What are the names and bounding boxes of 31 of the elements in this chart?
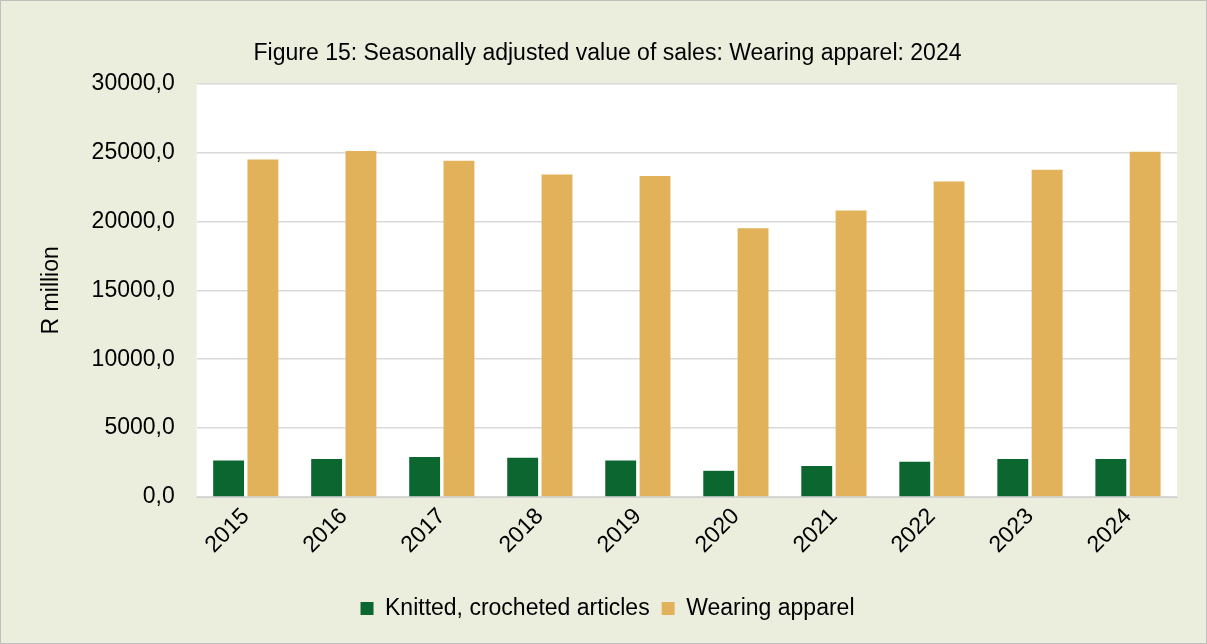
chart-title: Figure 15: Seasonally adjusted value of sales: Wearing apparel: 2024 [253, 39, 962, 66]
bar [507, 457, 539, 497]
bar [409, 457, 441, 497]
y-tick-label: 5000,0 [104, 413, 175, 440]
y-tick-label: 10000,0 [91, 344, 175, 371]
y-tick-label: 30000,0 [91, 68, 175, 95]
y-tick-label: 15000,0 [91, 275, 175, 302]
bar [933, 181, 965, 497]
bar [1031, 169, 1063, 497]
y-axis-title: R million [37, 246, 64, 335]
bar [639, 175, 671, 497]
y-tick-label: 25000,0 [91, 137, 175, 164]
legend-label: Knitted, crocheted articles [385, 593, 650, 620]
bar [443, 160, 475, 497]
bar [997, 459, 1029, 497]
bar [1129, 151, 1161, 497]
bar [213, 460, 245, 497]
bar [737, 228, 769, 497]
bar [605, 460, 637, 497]
bar [899, 461, 931, 497]
bar [1095, 459, 1127, 497]
y-tick-label: 0,0 [142, 482, 175, 509]
y-tick-label: 20000,0 [91, 206, 175, 233]
bar [801, 466, 833, 497]
bar [311, 459, 343, 497]
bar [703, 470, 735, 497]
bar [345, 151, 377, 497]
bar [247, 159, 279, 497]
bar [541, 174, 573, 497]
bar [835, 210, 867, 497]
legend-label: Wearing apparel [686, 593, 855, 620]
